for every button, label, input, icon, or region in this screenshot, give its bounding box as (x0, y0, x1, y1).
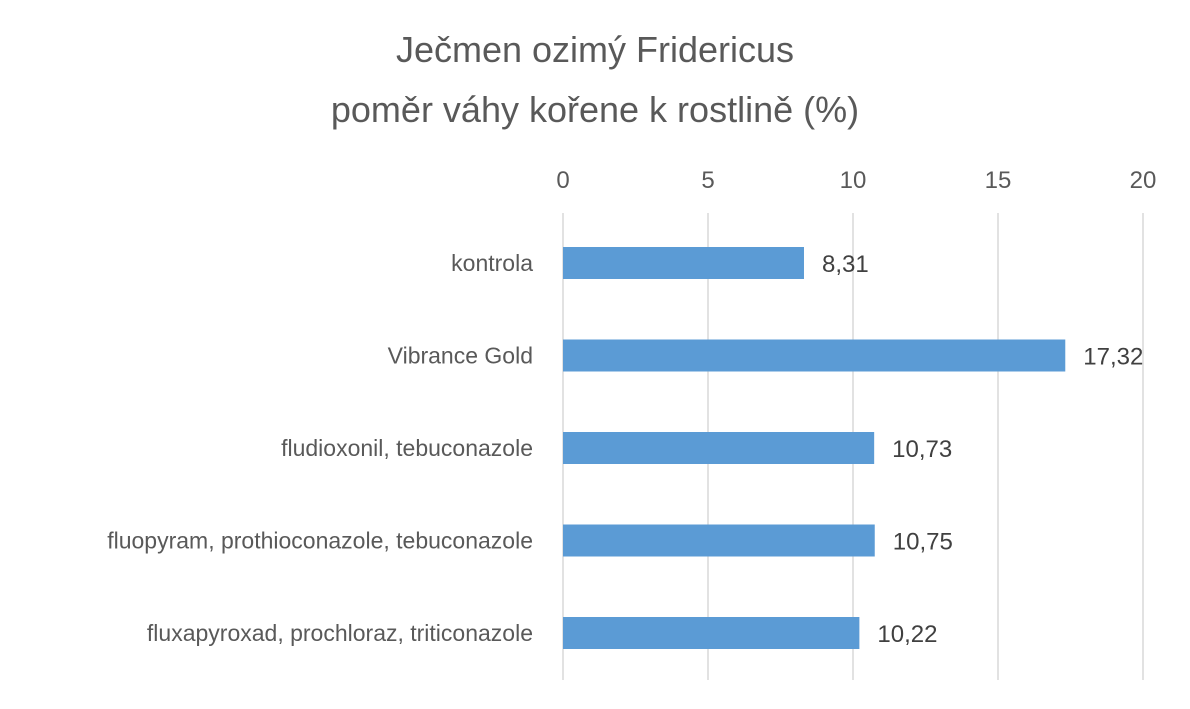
x-tick-label-10: 10 (840, 167, 867, 194)
data-label-0: 8,31 (822, 251, 869, 278)
category-label-4: fluxapyroxad, prochloraz, triticonazole (147, 620, 533, 646)
bar-2 (563, 432, 875, 464)
data-label-2: 10,73 (892, 436, 952, 463)
data-labels: 8,31 17,32 10,73 10,75 10,22 (822, 251, 1143, 648)
bar-1 (563, 339, 1066, 372)
bar-4 (563, 617, 860, 649)
chart-title-line-1: Ječmen ozimý Fridericus (396, 29, 794, 70)
category-label-3: fluopyram, prothioconazole, tebuconazole (107, 528, 533, 554)
bars (563, 247, 1066, 649)
data-label-1: 17,32 (1083, 344, 1143, 371)
data-label-3: 10,75 (893, 529, 953, 556)
category-labels: kontrola Vibrance Gold fludioxonil, tebuco… (107, 250, 533, 646)
x-tick-label-5: 5 (701, 167, 714, 194)
chart-title: Ječmen ozimý Fridericus poměr váhy kořen… (331, 29, 859, 130)
x-tick-label-0: 0 (556, 167, 569, 194)
x-axis-tick-labels: 0 5 10 15 20 (556, 167, 1156, 194)
chart-title-line-2: poměr váhy kořene k rostlině (%) (331, 89, 859, 130)
data-label-4: 10,22 (877, 621, 937, 648)
bar-0 (563, 247, 804, 279)
category-label-2: fludioxonil, tebuconazole (281, 435, 533, 461)
category-label-0: kontrola (451, 250, 533, 276)
x-tick-label-15: 15 (985, 167, 1012, 194)
bar-3 (563, 524, 875, 557)
category-label-1: Vibrance Gold (388, 343, 533, 369)
x-tick-label-20: 20 (1130, 167, 1157, 194)
